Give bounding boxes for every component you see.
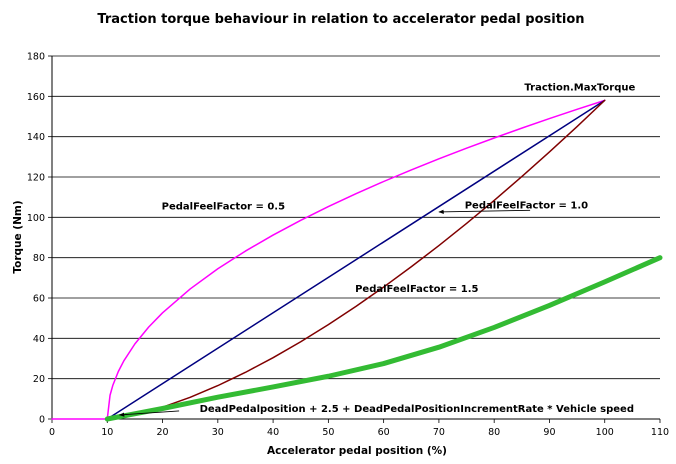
arrow-dead-pedal bbox=[118, 410, 180, 417]
series-line-3 bbox=[106, 99, 606, 420]
x-tick-label: 110 bbox=[651, 427, 669, 438]
y-tick-label: 100 bbox=[27, 213, 45, 224]
x-tick-label: 90 bbox=[543, 427, 555, 438]
arrow-pedalfeel-1 bbox=[438, 209, 531, 214]
annotations: Traction.MaxTorque PedalFeelFactor = 0.5 P… bbox=[162, 82, 636, 415]
x-tick-label: 50 bbox=[322, 427, 334, 438]
x-tick-label: 20 bbox=[156, 427, 168, 438]
y-tick-label: 120 bbox=[27, 173, 45, 184]
series-line-1 bbox=[51, 99, 606, 420]
y-tick-label: 140 bbox=[27, 132, 45, 143]
x-tick-label: 0 bbox=[49, 427, 55, 438]
x-tick-label: 30 bbox=[212, 427, 224, 438]
y-tick-label: 180 bbox=[27, 52, 45, 63]
x-tick-label: 40 bbox=[267, 427, 279, 438]
y-tick-label: 0 bbox=[39, 415, 45, 426]
gridlines bbox=[52, 55, 660, 420]
annotation-label-4: PedalFeelFactor = 1.5 bbox=[355, 284, 478, 295]
y-axis-label: Torque (Nm) bbox=[12, 200, 24, 273]
annotation-label-3: PedalFeelFactor = 1.0 bbox=[465, 200, 588, 211]
x-tick-label: 10 bbox=[101, 427, 113, 438]
x-tick-label: 60 bbox=[378, 427, 390, 438]
annotation-arrows bbox=[118, 209, 531, 417]
x-axis-label: Accelerator pedal position (%) bbox=[267, 445, 447, 457]
y-tick-label: 80 bbox=[33, 253, 45, 264]
annotation-label-1: Traction.MaxTorque bbox=[524, 82, 635, 93]
series-line-2 bbox=[106, 99, 606, 420]
y-tick-label: 60 bbox=[33, 294, 45, 305]
y-tick-labels: 0 20 40 60 80 100 120 140 160 180 bbox=[27, 52, 45, 426]
series-lines bbox=[51, 99, 663, 422]
series-line-4 bbox=[104, 255, 663, 422]
x-tick-labels: 0 10 20 30 40 50 60 70 80 90 100 110 bbox=[49, 427, 669, 438]
annotation-label-5: DeadPedalposition + 2.5 + DeadPedalPosit… bbox=[200, 404, 634, 415]
y-tick-label: 40 bbox=[33, 334, 45, 345]
x-tick-label: 100 bbox=[596, 427, 614, 438]
y-tick-label: 160 bbox=[27, 92, 45, 103]
chart-title: Traction torque behaviour in relation to… bbox=[97, 12, 584, 27]
y-tick-label: 20 bbox=[33, 374, 45, 385]
x-tick-label: 80 bbox=[488, 427, 500, 438]
x-tick-label: 70 bbox=[433, 427, 445, 438]
annotation-label-2: PedalFeelFactor = 0.5 bbox=[162, 201, 285, 212]
axes bbox=[48, 55, 661, 423]
